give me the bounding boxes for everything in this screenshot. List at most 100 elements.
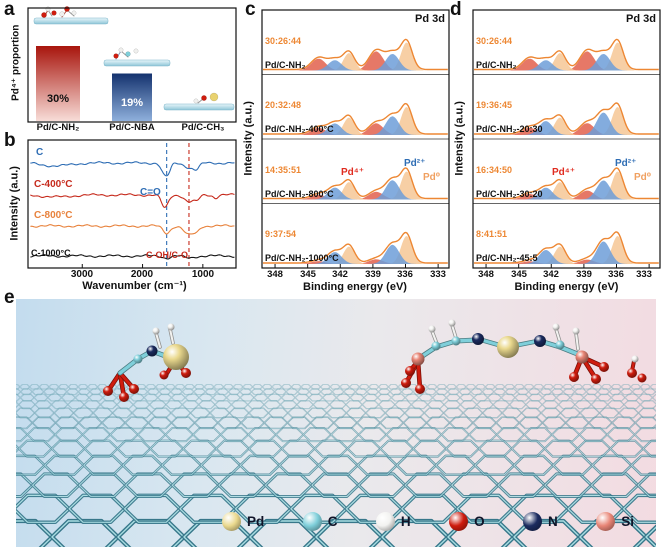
atom-C (451, 336, 461, 346)
c-xtick-2: 345 (300, 269, 316, 280)
d-ratio-2: 19:36:45 (476, 100, 513, 110)
ftir-spectrum-1 (30, 161, 235, 177)
n-sphere-icon (523, 512, 543, 531)
d-peak-component (474, 112, 659, 135)
c-peak-component (263, 191, 448, 200)
si-sphere-icon (596, 512, 616, 531)
panel-c-xlabel: Binding energy (eV) (303, 281, 407, 293)
mini-atom (125, 51, 131, 57)
atom-O (405, 366, 415, 376)
atom-N (472, 333, 484, 345)
atom-H (448, 319, 456, 327)
c-axes-box (261, 9, 450, 269)
series-label-c1000: C-1000°C (31, 248, 71, 258)
c-sphere-icon (302, 512, 322, 531)
panel-b-axes-box (27, 139, 237, 269)
b-xtick-2: 2000 (130, 269, 154, 280)
legend-item-n: N (523, 512, 558, 531)
legend-item-h: H (375, 512, 411, 531)
c-peak-component (263, 51, 448, 71)
d-peak-component (474, 51, 659, 71)
c-annotation-pd4: Pd⁴⁺ (341, 167, 365, 178)
d-xtick-5: 336 (608, 269, 624, 280)
atom-C (133, 354, 143, 364)
c-annotation-pd0: Pd⁰ (423, 172, 441, 183)
panel-d-xlabel: Binding energy (eV) (514, 281, 619, 293)
c-envelope-curve (263, 167, 448, 200)
c-ratio-1: 30:26:44 (265, 36, 302, 46)
panel-a-ylabel: Pd⁴⁺ proportion (10, 24, 22, 101)
atom-O (627, 368, 637, 378)
panel-label-a: a (4, 0, 15, 20)
atom-H (552, 323, 560, 331)
atom-O (129, 384, 139, 394)
atom-O (415, 384, 425, 394)
category-label-3: Pd/C-CH₃ (181, 122, 225, 133)
c-ratio-4: 9:37:54 (265, 229, 297, 239)
mini-atom (64, 6, 70, 12)
series-label-c400: C-400°C (34, 179, 73, 190)
support-slab (103, 59, 171, 67)
support-slab (163, 103, 235, 111)
b-xtick-3: 1000 (191, 269, 215, 280)
c-xtick-5: 336 (397, 269, 413, 280)
category-label-1: Pd/C-NH₂ (36, 122, 80, 133)
atom-O (103, 386, 113, 396)
c-peak-component (263, 123, 448, 135)
mini-atom (118, 47, 124, 53)
legend-item-si: Si (596, 512, 634, 531)
c-envelope-curve (263, 38, 448, 71)
c-name-1: Pd/C-NH₂ (265, 60, 306, 70)
legend-item-pd: Pd (222, 512, 264, 531)
atom-H (167, 323, 175, 331)
atom-O (637, 373, 647, 383)
annotation-co: C=O (140, 187, 161, 198)
bar-value-label-2: 19% (120, 97, 144, 109)
panel-e-render (16, 319, 656, 547)
atom-H (631, 355, 639, 363)
proportion-bar-1 (36, 46, 80, 121)
d-envelope-curve (474, 102, 659, 135)
category-label-2: Pd/C-NBA (109, 122, 155, 133)
ftir-spectrum-2 (30, 193, 235, 208)
annotation-coh: C-OH/C-O (146, 250, 188, 260)
d-peak-component (474, 241, 659, 264)
panel-c-ylabel: Intensity (a.u.) (242, 101, 255, 176)
d-xtick-1: 348 (478, 269, 494, 280)
c-annotation-pd2: Pd²⁺ (404, 158, 426, 169)
atom-Si (575, 350, 589, 364)
atom-N (146, 345, 158, 357)
bar-value-label-1: 30% (46, 93, 70, 105)
mini-atom (193, 98, 199, 104)
panel-d-title: Pd 3d (626, 13, 656, 25)
d-name-4: Pd/C-NH₂-45:5 (476, 253, 538, 263)
d-peak-component (474, 180, 659, 200)
d-ratio-1: 30:26:44 (476, 36, 513, 46)
mini-atom (41, 12, 47, 18)
c-xtick-6: 333 (430, 269, 446, 280)
d-name-1: Pd/C-NH₂ (476, 60, 517, 70)
support-slab (33, 17, 109, 25)
atom-Si (411, 352, 425, 366)
panel-a-axes-box (27, 7, 237, 123)
c-peak-component (263, 42, 448, 71)
panel-c-title: Pd 3d (415, 13, 445, 25)
ftir-spectrum-4 (30, 254, 235, 260)
d-peak-component (474, 42, 659, 71)
d-peak-component (474, 123, 659, 135)
d-xtick-2: 345 (511, 269, 527, 280)
atom-O (119, 392, 129, 402)
b-xtick-1: 3000 (70, 269, 94, 280)
c-peak-component (263, 244, 448, 264)
mini-atom (209, 92, 219, 102)
c-xtick-1: 348 (267, 269, 283, 280)
d-xtick-6: 333 (636, 269, 652, 280)
d-ratio-4: 8:41:51 (476, 229, 508, 239)
mini-atom (133, 48, 139, 54)
d-axes-box (472, 9, 661, 269)
atom-O (591, 374, 601, 384)
mini-atom (59, 11, 65, 17)
d-envelope-curve (474, 38, 659, 71)
d-annotation-pd2: Pd²⁺ (615, 158, 637, 169)
